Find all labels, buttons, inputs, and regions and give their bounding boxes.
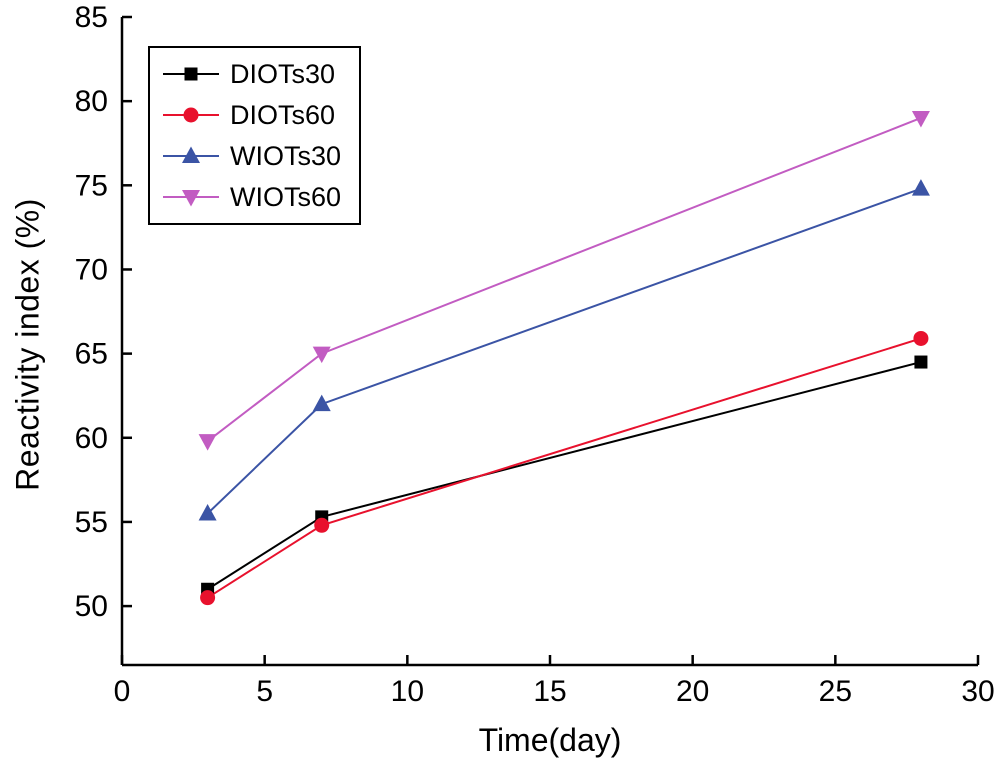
svg-text:60: 60 xyxy=(75,422,108,455)
svg-text:30: 30 xyxy=(961,675,994,708)
svg-text:20: 20 xyxy=(676,675,709,708)
svg-text:5: 5 xyxy=(256,675,273,708)
legend-marker-wiots60-icon xyxy=(163,190,219,207)
svg-text:25: 25 xyxy=(819,675,852,708)
svg-text:70: 70 xyxy=(75,253,108,286)
svg-text:50: 50 xyxy=(75,590,108,623)
legend-label: DIOTs30 xyxy=(230,58,336,89)
legend-label: DIOTs60 xyxy=(230,99,336,130)
svg-text:55: 55 xyxy=(75,506,108,539)
legend-marker-diots30-icon xyxy=(163,67,219,81)
svg-text:65: 65 xyxy=(75,338,108,371)
y-axis-title: Reactivity index (%) xyxy=(9,198,46,491)
legend-item: DIOTs60 xyxy=(162,99,341,131)
svg-text:10: 10 xyxy=(391,675,424,708)
legend-item: WIOTs60 xyxy=(162,181,341,213)
svg-text:85: 85 xyxy=(75,1,108,34)
legend: DIOTs30 DIOTs60 WIOTs30 WIOTs60 xyxy=(148,46,362,225)
svg-text:80: 80 xyxy=(75,85,108,118)
legend-marker-diots60-icon xyxy=(163,107,219,123)
legend-item: DIOTs30 xyxy=(162,58,341,90)
legend-label: WIOTs60 xyxy=(230,181,342,212)
legend-marker-wiots30-icon xyxy=(163,146,219,163)
x-axis-title: Time(day) xyxy=(478,722,622,758)
legend-label: WIOTs30 xyxy=(230,140,342,171)
legend-item: WIOTs30 xyxy=(162,140,341,172)
svg-text:75: 75 xyxy=(75,169,108,202)
svg-text:15: 15 xyxy=(533,675,566,708)
svg-text:0: 0 xyxy=(114,675,131,708)
